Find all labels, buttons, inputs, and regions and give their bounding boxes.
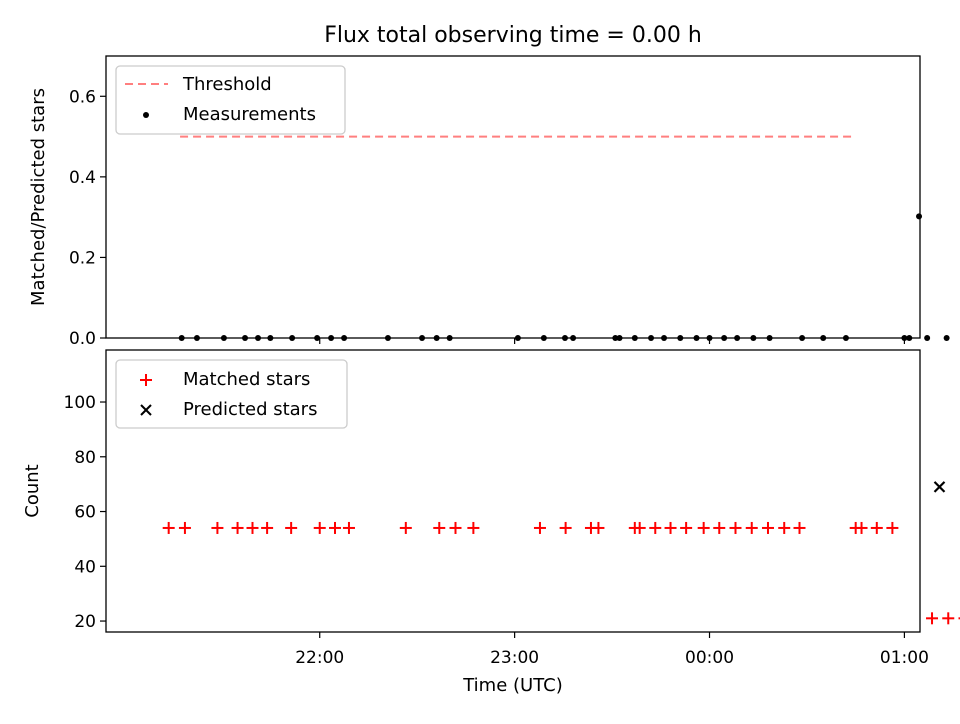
matched-star-marker <box>246 521 259 534</box>
bottom-y-tick-label: 60 <box>74 503 96 523</box>
top-y-axis-label: Matched/Predicted stars <box>28 88 49 306</box>
matched-star-marker <box>793 521 806 534</box>
matched-star-marker <box>178 521 191 534</box>
matched-star-marker <box>313 521 326 534</box>
legend-measurements-label: Measurements <box>183 104 316 125</box>
legend-measurements-swatch <box>143 112 149 118</box>
matched-star-marker <box>633 521 646 534</box>
matched-star-marker <box>664 521 677 534</box>
top-panel: 0.0 0.2 0.4 0.6 Matched/Predicted stars Thr… <box>28 55 950 349</box>
bottom-x-tick-label: 23:00 <box>490 648 539 668</box>
legend-matched-label: Matched stars <box>183 369 310 390</box>
matched-star-marker <box>559 521 572 534</box>
bottom-x-tick-label: 00:00 <box>685 648 734 668</box>
matched-star-marker <box>649 521 662 534</box>
matched-star-marker <box>855 521 868 534</box>
matched-star-marker <box>870 521 883 534</box>
matched-star-marker <box>342 521 355 534</box>
matched-star-marker <box>261 521 274 534</box>
top-x-ticks <box>319 338 906 344</box>
measurement-point <box>916 213 923 220</box>
matched-star-marker <box>745 521 758 534</box>
top-legend-box <box>115 65 346 135</box>
top-axes-frame <box>105 55 921 339</box>
matched-star-marker <box>761 521 774 534</box>
bottom-y-axis: 20 40 60 80 100 <box>64 393 106 632</box>
matched-star-marker <box>328 521 341 534</box>
legend-predicted-label: Predicted stars <box>183 399 317 420</box>
bottom-x-axis: 22:00 23:00 00:00 01:00 <box>295 632 929 668</box>
matched-star-marker <box>729 521 742 534</box>
bottom-y-tick-label: 100 <box>64 393 96 413</box>
matched-star-marker <box>592 521 605 534</box>
bottom-y-tick-label: 20 <box>74 612 96 632</box>
top-y-tick-label: 0.6 <box>69 87 96 107</box>
bottom-legend-box <box>115 359 348 429</box>
top-legend: Threshold Measurements <box>115 65 346 135</box>
bottom-y-tick-label: 40 <box>74 557 96 577</box>
matched-star-marker <box>231 521 244 534</box>
top-y-tick-label: 0.4 <box>69 168 96 188</box>
matched-star-marker <box>942 612 955 625</box>
predicted-star-marker <box>933 481 946 493</box>
matched-star-marker <box>886 521 899 534</box>
matched-star-marker <box>778 521 791 534</box>
top-y-axis: 0.0 0.2 0.4 0.6 <box>69 87 106 349</box>
matched-star-marker <box>449 521 462 534</box>
top-y-tick-label: 0.0 <box>69 329 96 349</box>
legend-matched-swatch <box>140 374 152 386</box>
matched-star-marker <box>433 521 446 534</box>
measurement-point <box>943 335 950 341</box>
matched-star-marker <box>162 521 175 534</box>
matched-star-marker <box>926 612 939 625</box>
matched-star-marker <box>680 521 693 534</box>
legend-threshold-label: Threshold <box>182 74 272 95</box>
matched-star-marker <box>713 521 726 534</box>
top-y-tick-label: 0.2 <box>69 248 96 268</box>
legend-predicted-swatch <box>140 404 152 416</box>
bottom-y-tick-label: 80 <box>74 448 96 468</box>
x-axis-label: Time (UTC) <box>462 675 563 696</box>
bottom-panel: 20 40 60 80 100 22:00 23:00 00:00 01:00 Count T… <box>22 349 960 696</box>
bottom-x-tick-label: 22:00 <box>295 648 344 668</box>
matched-star-marker <box>533 521 546 534</box>
matched-star-marker <box>467 521 480 534</box>
matched-star-marker <box>285 521 298 534</box>
chart-title: Flux total observing time = 0.00 h <box>324 23 702 48</box>
bottom-x-tick-label: 01:00 <box>880 648 929 668</box>
matched-star-marker <box>399 521 412 534</box>
bottom-y-axis-label: Count <box>22 464 43 517</box>
matched-star-marker <box>697 521 710 534</box>
bottom-axes-frame <box>105 349 921 633</box>
bottom-legend: Matched stars Predicted stars <box>115 359 348 429</box>
measurement-point <box>924 335 931 341</box>
matched-star-marker <box>211 521 224 534</box>
